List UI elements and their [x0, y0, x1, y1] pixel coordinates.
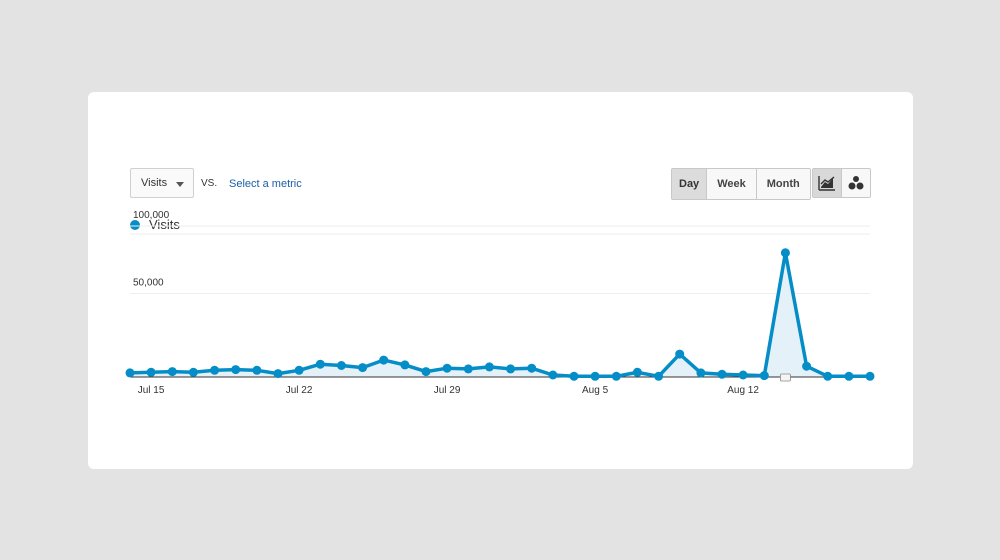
y-tick-label: 50,000 [133, 278, 164, 289]
data-point [252, 365, 262, 375]
chevron-down-icon [176, 182, 184, 187]
range-week-button[interactable]: Week [707, 169, 757, 199]
select-metric-link[interactable]: Select a metric [229, 178, 302, 190]
data-point [865, 371, 875, 381]
series-area [130, 252, 870, 377]
annotation-marker-icon [780, 373, 791, 382]
data-point [675, 349, 685, 359]
chart-legend: Visits [130, 217, 180, 232]
data-point [696, 368, 706, 378]
data-point [527, 363, 537, 373]
chart-card: Visits VS. Select a metric Day Week Mont… [88, 92, 913, 469]
x-tick-label: Jul 29 [434, 385, 461, 396]
data-point [823, 371, 833, 381]
data-point [167, 367, 177, 377]
data-point [548, 370, 558, 380]
range-day-button[interactable]: Day [672, 169, 708, 199]
data-point [379, 355, 389, 365]
chart-view-toggle [812, 168, 871, 198]
line-chart-icon [818, 176, 835, 191]
data-point [590, 371, 600, 381]
data-point [844, 371, 854, 381]
data-point [358, 363, 368, 373]
motion-chart-view-button[interactable] [842, 169, 870, 197]
motion-chart-icon [848, 176, 864, 190]
vs-label: VS. [201, 178, 218, 189]
series-line-visits [129, 251, 870, 379]
date-range-toggle: Day Week Month [671, 168, 811, 200]
data-point [273, 369, 283, 379]
data-point [336, 361, 346, 370]
data-point [400, 360, 410, 370]
x-tick-label: Aug 5 [582, 385, 609, 396]
x-tick-label: Jul 15 [138, 385, 165, 396]
metric-dropdown-label: Visits [141, 177, 168, 189]
data-point [294, 365, 304, 375]
data-point [421, 367, 431, 377]
legend-swatch [130, 219, 140, 230]
data-point [442, 363, 452, 373]
line-chart: 50,000 100,000 Jul 15 Jul 22 Jul 29 Aug 5 Aug … [125, 210, 875, 396]
y-tick-label: 100,000 [133, 210, 170, 221]
data-point [315, 359, 325, 369]
data-point [125, 368, 135, 378]
x-tick-label: Jul 22 [286, 385, 313, 396]
data-point [146, 367, 156, 377]
data-point [463, 364, 473, 374]
legend-label: Visits [149, 217, 180, 232]
data-point [506, 364, 516, 374]
data-point [780, 248, 790, 258]
data-point [231, 365, 241, 375]
data-point [484, 362, 494, 372]
data-point [188, 367, 198, 377]
data-point [210, 365, 220, 375]
range-month-button[interactable]: Month [756, 169, 810, 199]
x-tick-label: Aug 12 [727, 385, 759, 396]
data-point [632, 367, 642, 377]
data-point [569, 371, 579, 381]
data-point [802, 361, 812, 371]
metric-dropdown[interactable]: Visits [130, 168, 194, 198]
data-point [654, 371, 664, 381]
data-point [738, 370, 748, 380]
line-chart-view-button[interactable] [813, 169, 842, 197]
data-point [759, 371, 769, 381]
data-point [717, 369, 727, 379]
data-point [611, 371, 621, 381]
